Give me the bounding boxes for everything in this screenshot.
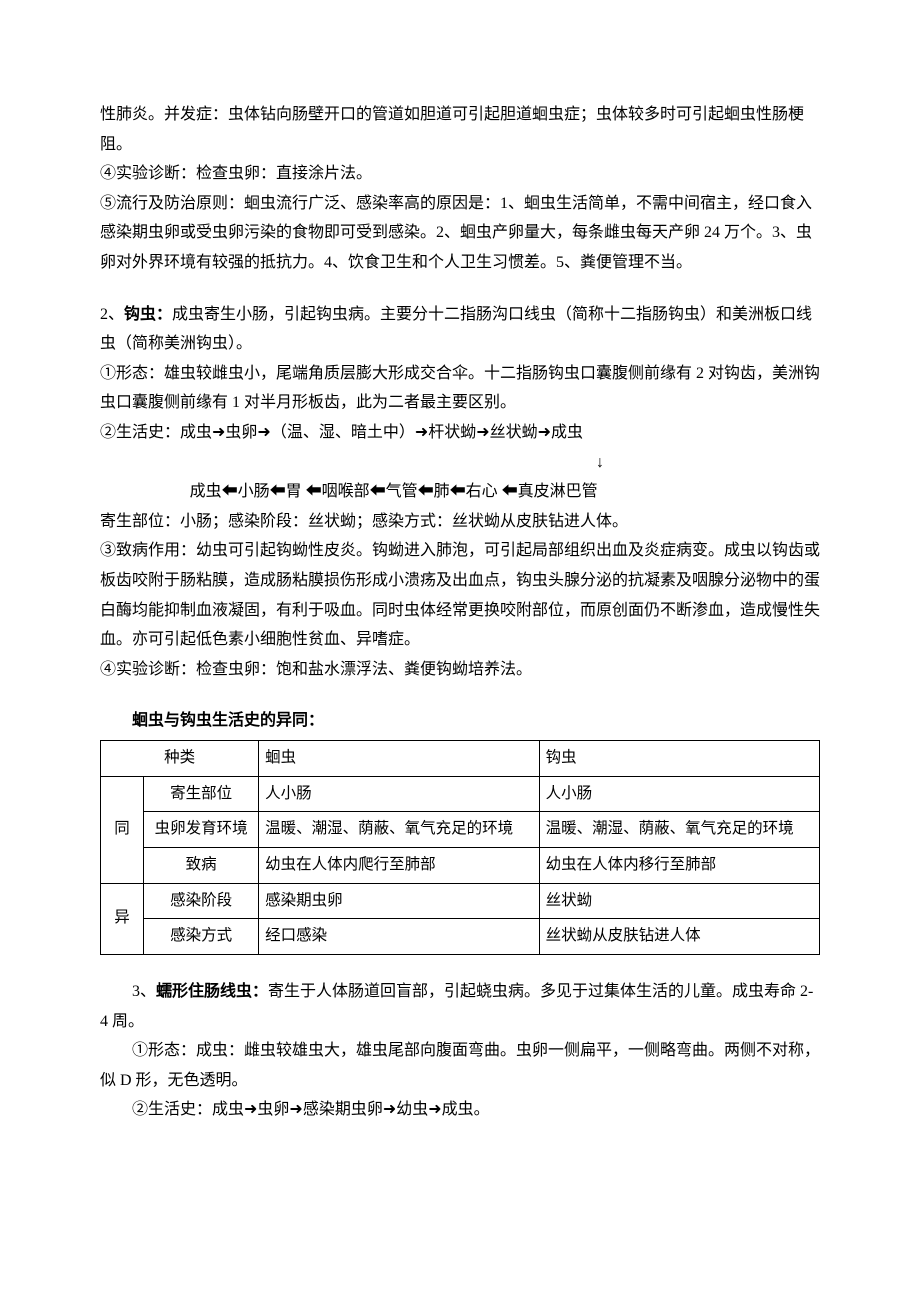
spacer [100, 684, 820, 706]
sec-b-p4: 寄生部位：小肠；感染阶段：丝状蚴；感染方式：丝状蚴从皮肤钻进人体。 [100, 507, 820, 537]
sec-a-p1: 性肺炎。并发症：虫体钻向肠壁开口的管道如胆道可引起胆道蛔虫症；虫体较多时可引起蛔… [100, 100, 820, 159]
diff-label: 异 [101, 883, 144, 954]
document-page: 性肺炎。并发症：虫体钻向肠壁开口的管道如胆道可引起胆道蛔虫症；虫体较多时可引起蛔… [0, 0, 920, 1302]
sec-c-p1: ①形态：成虫：雌虫较雄虫大，雄虫尾部向腹面弯曲。虫卵一侧扁平，一侧略弯曲。两侧不… [100, 1036, 820, 1095]
sec-c-title-bold: 蠕形住肠线虫： [156, 983, 268, 1000]
sec-b-title-bold: 钩虫： [124, 306, 172, 323]
row3-k: 感染阶段 [144, 883, 259, 919]
table-row: 异 感染阶段 感染期虫卵 丝状蚴 [101, 883, 820, 919]
row2-k: 致病 [144, 847, 259, 883]
sec-c-title-prefix: 3、 [132, 983, 156, 1000]
sec-b-p3: 成虫⬅小肠⬅胃 ⬅咽喉部⬅气管⬅肺⬅右心 ⬅真皮淋巴管 [100, 477, 820, 507]
spacer [100, 955, 820, 977]
row0-a: 人小肠 [259, 776, 539, 812]
sec-b-title-prefix: 2、 [100, 306, 124, 323]
row2-a: 幼虫在人体内爬行至肺部 [259, 847, 539, 883]
row0-b: 人小肠 [539, 776, 819, 812]
row0-k: 寄生部位 [144, 776, 259, 812]
sec-b-title: 2、钩虫：成虫寄生小肠，引起钩虫病。主要分十二指肠沟口线虫（简称十二指肠钩虫）和… [100, 300, 820, 359]
sec-a-p2: ④实验诊断：检查虫卵：直接涂片法。 [100, 159, 820, 189]
sec-b-p2: ②生活史：成虫➜虫卵➜（温、湿、暗土中）➜杆状蚴➜丝状蚴➜成虫 [100, 418, 820, 448]
table-row: 感染方式 经口感染 丝状蚴从皮肤钻进人体 [101, 919, 820, 955]
row3-a: 感染期虫卵 [259, 883, 539, 919]
th-ascaris: 蛔虫 [259, 740, 539, 776]
spacer [100, 278, 820, 300]
same-label: 同 [101, 776, 144, 883]
comparison-table: 种类 蛔虫 钩虫 同 寄生部位 人小肠 人小肠 虫卵发育环境 温暖、潮湿、荫蔽、… [100, 740, 820, 955]
table-row: 同 寄生部位 人小肠 人小肠 [101, 776, 820, 812]
table-row: 虫卵发育环境 温暖、潮湿、荫蔽、氧气充足的环境 温暖、潮湿、荫蔽、氧气充足的环境 [101, 812, 820, 848]
table-title: 蛔虫与钩虫生活史的异同： [100, 706, 820, 736]
th-kind: 种类 [101, 740, 259, 776]
sec-b-p6: ④实验诊断：检查虫卵：饱和盐水漂浮法、粪便钩蚴培养法。 [100, 655, 820, 685]
row2-b: 幼虫在人体内移行至肺部 [539, 847, 819, 883]
row4-b: 丝状蚴从皮肤钻进人体 [539, 919, 819, 955]
row1-b: 温暖、潮湿、荫蔽、氧气充足的环境 [539, 812, 819, 848]
sec-a-p3: ⑤流行及防治原则：蛔虫流行广泛、感染率高的原因是：1、蛔虫生活简单，不需中间宿主… [100, 189, 820, 278]
row1-a: 温暖、潮湿、荫蔽、氧气充足的环境 [259, 812, 539, 848]
th-hookworm: 钩虫 [539, 740, 819, 776]
row4-a: 经口感染 [259, 919, 539, 955]
table-header-row: 种类 蛔虫 钩虫 [101, 740, 820, 776]
row3-b: 丝状蚴 [539, 883, 819, 919]
sec-b-arrow-down: ↓ [100, 448, 820, 478]
table-row: 致病 幼虫在人体内爬行至肺部 幼虫在人体内移行至肺部 [101, 847, 820, 883]
row4-k: 感染方式 [144, 919, 259, 955]
sec-c-p2: ②生活史：成虫➜虫卵➜感染期虫卵➜幼虫➜成虫。 [100, 1095, 820, 1125]
sec-b-title-rest: 成虫寄生小肠，引起钩虫病。主要分十二指肠沟口线虫（简称十二指肠钩虫）和美洲板口线… [100, 306, 812, 353]
sec-b-p1: ①形态：雄虫较雌虫小，尾端角质层膨大形成交合伞。十二指肠钩虫口囊腹侧前缘有 2 … [100, 359, 820, 418]
row1-k: 虫卵发育环境 [144, 812, 259, 848]
sec-c-title: 3、蠕形住肠线虫：寄生于人体肠道回盲部，引起蛲虫病。多见于过集体生活的儿童。成虫… [100, 977, 820, 1036]
sec-b-p5: ③致病作用：幼虫可引起钩蚴性皮炎。钩蚴进入肺泡，可引起局部组织出血及炎症病变。成… [100, 536, 820, 654]
